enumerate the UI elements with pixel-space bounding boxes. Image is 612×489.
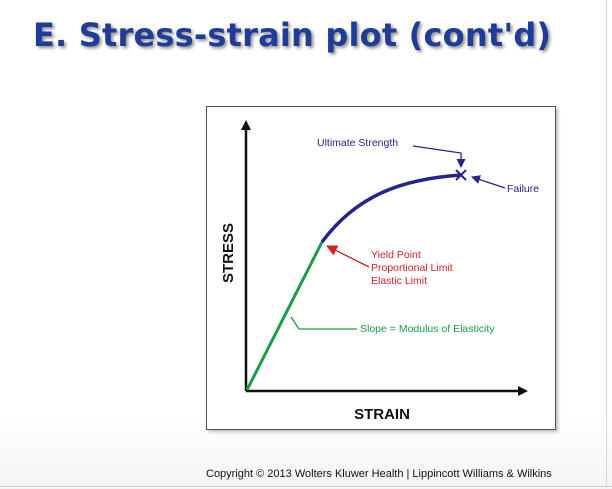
failure-leader: [471, 175, 506, 189]
proportional-limit-label: Proportional Limit: [371, 262, 453, 274]
x-axis-label: STRAIN: [354, 406, 410, 423]
elastic-limit-label: Elastic Limit: [371, 275, 427, 287]
yield-point-leader: [326, 245, 370, 268]
yield-point-label: Yield Point: [371, 249, 421, 261]
slide-edge: [606, 0, 607, 486]
diagram-canvas: Ultimate Strength Failure Yield Point Pr…: [220, 120, 539, 423]
elastic-segment: [245, 241, 324, 391]
footer-divider: [0, 486, 612, 487]
slide-title: E. Stress-strain plot (cont'd): [33, 16, 552, 54]
copyright-notice: Copyright © 2013 Wolters Kluwer Health |…: [206, 468, 552, 480]
stress-strain-diagram: Ultimate Strength Failure Yield Point Pr…: [206, 106, 556, 430]
failure-x-mark: [455, 169, 467, 181]
slope-leader: [290, 316, 357, 330]
ultimate-strength-label: Ultimate Strength: [317, 137, 398, 149]
plastic-segment: [320, 173, 462, 244]
y-axis-label: STRESS: [220, 223, 237, 283]
failure-label: Failure: [507, 183, 539, 195]
slope-label: Slope = Modulus of Elasticity: [360, 323, 495, 335]
ultimate-strength-leader: [412, 145, 466, 168]
